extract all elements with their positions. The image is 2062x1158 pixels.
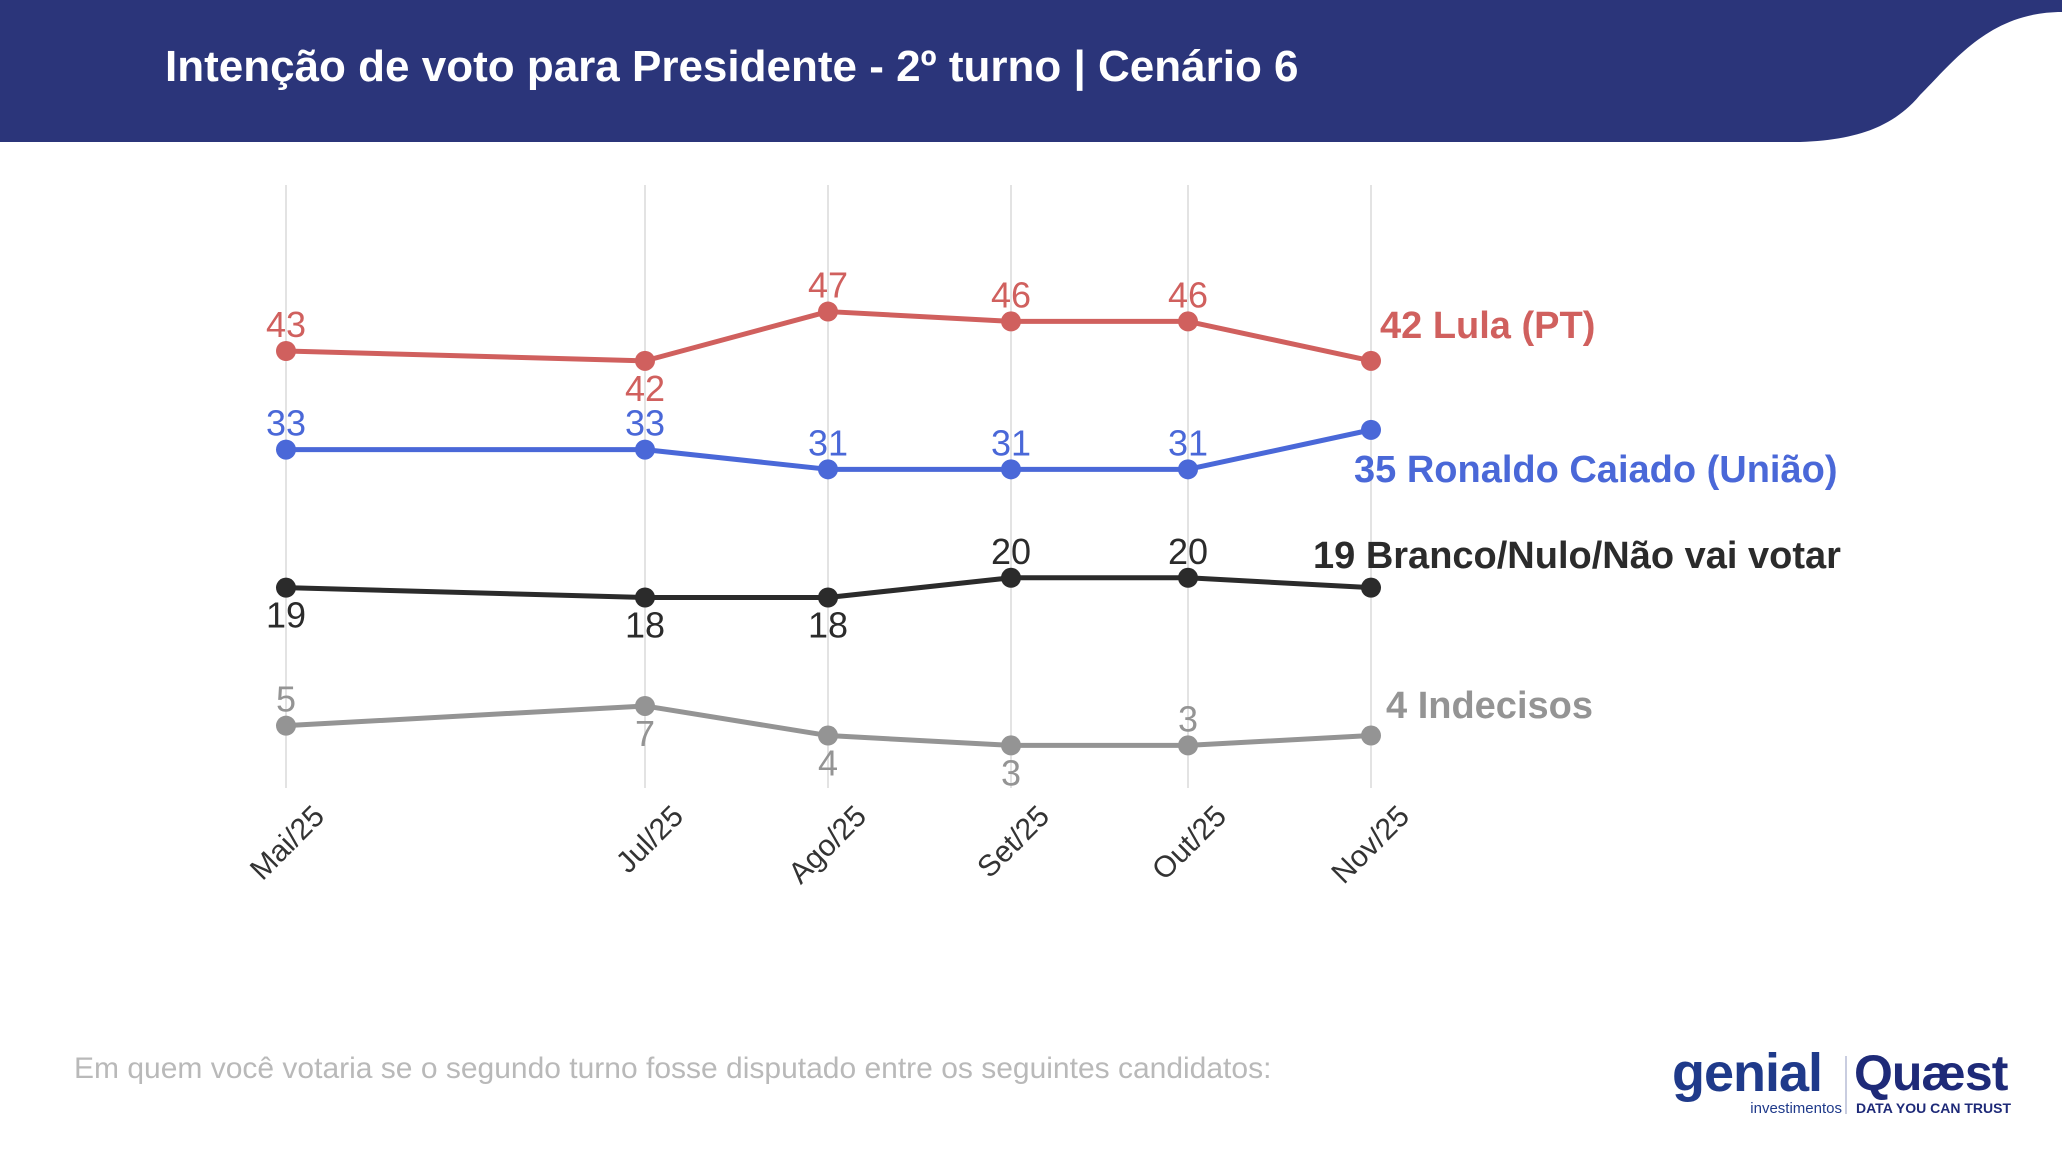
data-label: 33	[625, 403, 665, 444]
quaest-logo: Quæst DATA YOU CAN TRUST	[1854, 1045, 2014, 1118]
logo-divider	[1845, 1056, 1847, 1114]
data-label: 5	[276, 679, 296, 720]
header-banner	[0, 0, 2062, 142]
data-label: 7	[635, 713, 655, 754]
logos: genial investimentos Quæst DATA YOU CAN …	[1668, 1043, 2014, 1118]
x-tick-label: Jul/25	[610, 800, 690, 880]
data-point	[818, 587, 838, 608]
series-end-label: 35 Ronaldo Caiado (União)	[1354, 449, 1837, 491]
data-point	[276, 715, 296, 736]
x-tick-label: Out/25	[1146, 800, 1233, 887]
data-label: 46	[1168, 274, 1208, 315]
data-label: 20	[1168, 531, 1208, 572]
data-label: 4	[818, 743, 838, 784]
data-label: 46	[991, 274, 1031, 315]
data-point	[1361, 419, 1381, 440]
page-title: Intenção de voto para Presidente - 2º tu…	[165, 42, 1299, 91]
data-point	[1178, 567, 1198, 588]
data-point	[276, 341, 296, 361]
data-point	[1178, 459, 1198, 480]
genial-logo: genial investimentos	[1672, 1043, 1842, 1118]
series-line	[286, 427, 1372, 472]
data-label: 3	[1001, 752, 1021, 793]
data-label: 47	[808, 265, 848, 306]
data-label: 31	[808, 422, 848, 463]
data-point	[1178, 735, 1198, 756]
data-point	[1361, 725, 1381, 746]
footnote: Em quem você votaria se o segundo turno …	[74, 1052, 1272, 1085]
data-label: 3	[1178, 698, 1198, 739]
series-line	[285, 575, 1372, 600]
genial-logo-tagline: investimentos	[1750, 1100, 1842, 1117]
data-label: 31	[1168, 422, 1208, 463]
data-point	[1361, 577, 1381, 598]
data-point	[818, 459, 838, 480]
data-point	[635, 439, 655, 460]
data-point	[1001, 567, 1021, 588]
data-point	[818, 301, 838, 322]
data-label: 18	[625, 605, 665, 646]
quaest-logo-tagline: DATA YOU CAN TRUST	[1856, 1100, 2012, 1116]
data-label: 33	[266, 403, 306, 444]
header-banner-shape	[0, 0, 2062, 142]
data-point	[276, 439, 296, 460]
data-point	[635, 695, 655, 716]
data-point	[635, 350, 655, 371]
x-tick-label: Set/25	[971, 800, 1056, 885]
data-label: 31	[991, 422, 1031, 463]
data-point	[1001, 459, 1021, 480]
series-end-label: 19 Branco/Nulo/Não vai votar	[1313, 535, 1841, 577]
data-point	[276, 577, 296, 598]
data-point	[1001, 311, 1021, 332]
series-line	[285, 703, 1372, 748]
quaest-logo-wordmark: Quæst	[1854, 1045, 2008, 1101]
x-tick-label: Ago/25	[782, 800, 873, 891]
data-point	[1178, 311, 1198, 332]
data-point	[818, 725, 838, 746]
data-label: 43	[266, 304, 306, 345]
series-end-label: 4 Indecisos	[1386, 685, 1593, 727]
data-label: 20	[991, 531, 1031, 572]
data-label: 18	[808, 605, 848, 646]
data-point	[635, 587, 655, 608]
data-label: 19	[266, 595, 306, 636]
series-line	[285, 309, 1372, 364]
x-axis: Mai/25 Jul/25 Ago/25 Set/25 Out/25 Nov/25	[244, 800, 1416, 891]
x-tick-label: Mai/25	[244, 800, 331, 887]
grid-layer	[285, 185, 1372, 788]
data-point	[1361, 350, 1381, 371]
data-label: 42	[625, 368, 665, 409]
series-end-label: 42 Lula (PT)	[1380, 305, 1595, 347]
series-layer	[276, 301, 1381, 756]
x-tick-label: Nov/25	[1325, 800, 1416, 891]
genial-logo-wordmark: genial	[1672, 1043, 1823, 1103]
data-point	[1001, 735, 1021, 756]
